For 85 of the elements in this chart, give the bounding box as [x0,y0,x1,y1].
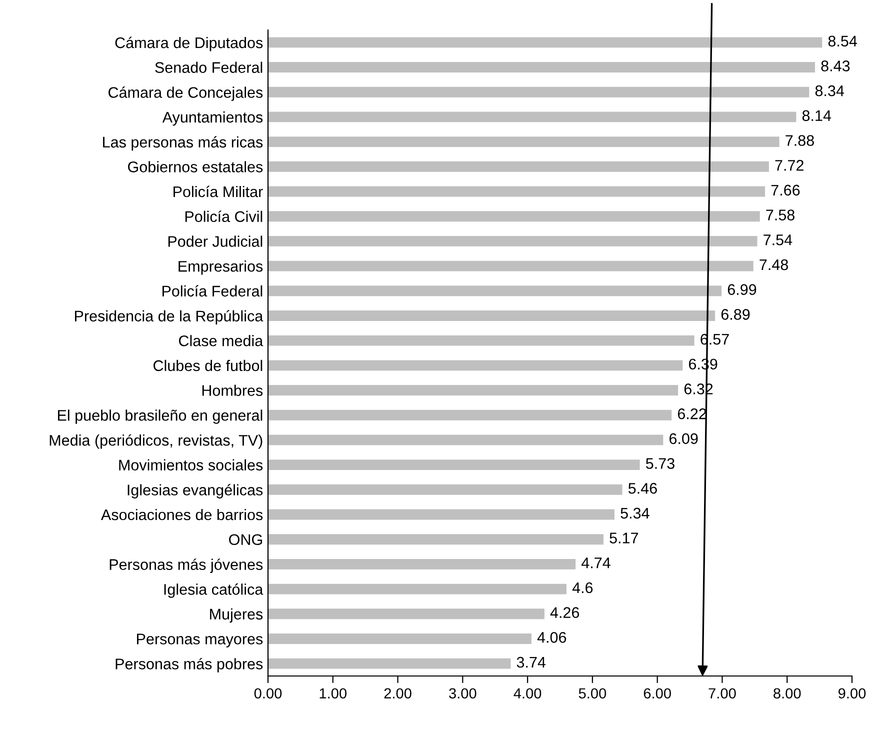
y-tick-label: Policía Federal [162,285,262,297]
data-label: 4.74 [581,558,610,568]
bar [268,460,640,470]
y-tick-label: Cámara de Concejales [108,86,263,101]
y-tick-label: Senado Federal [155,62,262,73]
x-tick-label: 3.00 [449,688,476,699]
bar [268,608,544,620]
bar [268,509,615,520]
bar [268,385,678,396]
data-label: 6.22 [678,408,706,420]
y-tick-label: Personas mayores [137,634,263,648]
x-tick-label: 5.00 [578,688,606,699]
data-label: 4.6 [572,582,593,594]
data-label: 3.74 [516,656,546,668]
y-tick-label: Policía Civil [185,210,262,222]
y-tick-label: Clubes de futbol [154,360,262,372]
y-tick-label: Poder Judicial [168,236,262,247]
data-label: 5.46 [628,482,657,494]
bar [268,236,758,246]
bar [268,37,822,48]
y-tick-label: Las personas más ricas [103,136,263,151]
y-tick-label: Hombres [202,384,263,396]
y-tick-label: Personas más jóvenes [110,558,263,573]
data-label: 6.99 [728,284,756,295]
bar [268,286,722,296]
data-label: 6.89 [721,309,750,320]
x-tick-label: 4.00 [514,688,542,699]
y-tick-label: Media (periódicos, revistas, TV) [50,434,262,449]
y-tick-label: Gobiernos estatales [128,161,263,172]
data-label: 4.06 [537,632,566,643]
y-tick-label: Iglesia católica [164,583,264,598]
data-label: 8.43 [821,60,850,72]
data-label: 4.26 [550,607,580,618]
y-tick-label: Presidencia de la República [75,310,264,325]
data-label: 5.17 [610,532,638,544]
data-label: 7.88 [786,135,814,146]
data-label: 7.54 [764,234,792,246]
x-tick-label: 8.00 [774,688,801,699]
y-tick-label: Personas más pobres [116,658,263,672]
bar [268,360,683,371]
y-tick-label: Cámara de Diputados [115,36,263,52]
data-label: 7.58 [766,210,794,220]
bar [268,534,604,545]
x-tick-label: 2.00 [384,688,412,699]
x-tick-label: 6.00 [644,688,671,699]
bar [268,484,622,495]
x-tick-label: 1.00 [320,688,347,699]
bar [268,410,672,420]
y-tick-label: Policía Militar [174,186,263,198]
y-tick-label: Ayuntamientos [162,111,263,126]
x-tick-label: 9.00 [838,688,866,699]
bar [268,634,532,644]
bar [268,136,780,148]
bar [268,161,769,172]
data-label: 7.48 [760,259,788,270]
bar [268,62,816,72]
x-tick-label: 0.00 [254,688,282,699]
y-tick-label: Empresarios [178,260,263,275]
y-tick-label: Mujeres [210,608,263,623]
bar [268,584,566,594]
bar [268,186,766,197]
y-tick-label: ONG [229,534,262,546]
data-label: 6.09 [670,433,698,444]
data-label: 7.72 [775,160,804,171]
data-label: 5.34 [620,508,650,519]
bar [268,335,694,346]
data-label: 5.73 [646,458,674,469]
bar [268,112,796,122]
data-label: 7.66 [771,184,800,196]
y-tick-label: Iglesias evangélicas [128,484,263,498]
bar [268,86,810,98]
y-tick-label: Asociaciones de barrios [100,508,263,520]
data-label: 8.14 [802,110,832,122]
data-label: 8.34 [815,85,844,96]
y-tick-label: Movimientos sociales [119,459,263,470]
bar [268,260,754,272]
bar [268,211,760,222]
y-tick-label: Clase media [179,335,264,346]
bar [268,558,576,570]
bar [268,434,664,446]
bar [268,310,716,321]
y-tick-label: El pueblo brasileño en general [58,410,262,424]
x-tick-label: 7.00 [708,688,736,699]
data-label: 8.54 [828,36,857,47]
bar [268,658,511,669]
